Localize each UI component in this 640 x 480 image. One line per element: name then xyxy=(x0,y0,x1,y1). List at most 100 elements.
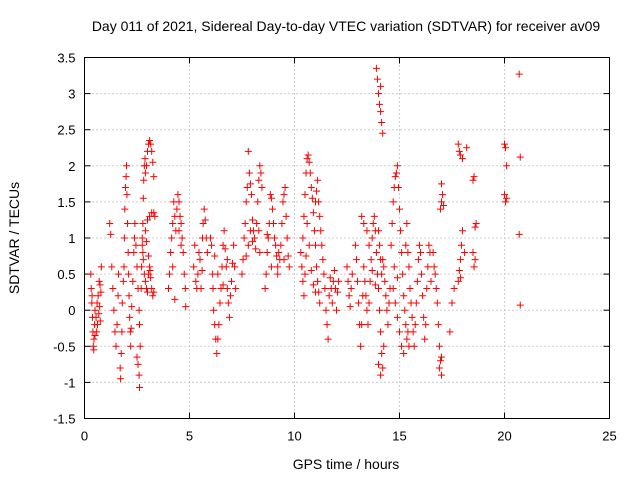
data-point xyxy=(140,176,148,184)
data-point xyxy=(432,285,440,293)
data-point xyxy=(211,252,219,260)
data-point xyxy=(277,241,285,249)
data-point xyxy=(146,137,154,145)
data-point xyxy=(302,252,310,260)
data-point xyxy=(214,270,222,278)
data-point xyxy=(323,321,331,329)
data-point xyxy=(378,270,386,278)
data-point xyxy=(380,263,388,271)
data-point xyxy=(136,342,144,350)
data-point xyxy=(88,292,96,300)
data-point xyxy=(178,234,186,242)
data-point xyxy=(219,241,227,249)
data-point xyxy=(305,241,313,249)
x-axis-label: GPS time / hours xyxy=(293,456,400,472)
data-point xyxy=(503,194,511,202)
x-tick-label: 5 xyxy=(186,429,193,444)
data-point xyxy=(424,263,432,271)
data-point xyxy=(111,328,119,336)
data-point xyxy=(408,313,416,321)
data-point xyxy=(516,301,524,309)
data-point xyxy=(141,169,149,177)
data-point xyxy=(384,321,392,329)
data-point xyxy=(469,248,477,256)
data-point xyxy=(92,313,100,321)
data-point xyxy=(381,277,389,285)
data-point xyxy=(169,263,177,271)
data-point xyxy=(245,169,253,177)
data-point xyxy=(199,220,207,228)
data-point xyxy=(91,306,99,314)
data-point xyxy=(266,191,274,199)
data-point xyxy=(412,299,420,307)
data-point xyxy=(358,212,366,220)
data-point xyxy=(425,241,433,249)
data-point xyxy=(145,252,153,260)
data-point xyxy=(135,306,143,314)
data-point xyxy=(175,227,183,235)
data-point xyxy=(251,234,259,242)
data-point xyxy=(446,328,454,336)
data-point xyxy=(422,321,430,329)
data-point xyxy=(197,285,205,293)
data-point xyxy=(254,198,262,206)
data-point xyxy=(268,205,276,213)
data-point xyxy=(309,209,317,217)
data-point xyxy=(403,335,411,343)
data-point xyxy=(312,241,319,249)
data-point xyxy=(352,256,360,264)
data-point xyxy=(354,277,361,285)
data-point xyxy=(115,270,123,278)
data-point xyxy=(297,248,305,256)
data-point xyxy=(406,285,414,293)
data-point xyxy=(435,342,443,350)
data-point xyxy=(135,371,143,379)
data-point xyxy=(298,263,306,271)
data-point xyxy=(461,248,469,256)
data-point xyxy=(376,241,384,249)
x-tick-label: 25 xyxy=(602,429,616,444)
data-point xyxy=(389,198,397,206)
data-point xyxy=(125,292,133,300)
data-point xyxy=(255,227,263,235)
data-point xyxy=(130,234,138,242)
data-point xyxy=(95,310,103,318)
data-point xyxy=(243,183,251,191)
data-point xyxy=(367,256,375,264)
data-point xyxy=(326,274,334,282)
data-point xyxy=(393,162,401,170)
data-point xyxy=(368,234,376,242)
data-point xyxy=(471,256,479,264)
data-point xyxy=(220,227,228,235)
data-point xyxy=(454,277,462,285)
data-point xyxy=(300,292,308,300)
data-point xyxy=(246,180,254,188)
data-point xyxy=(127,342,135,350)
data-point xyxy=(501,140,508,148)
data-point xyxy=(301,191,309,199)
data-point xyxy=(174,191,182,199)
data-point xyxy=(253,220,261,228)
data-point xyxy=(142,162,150,170)
data-point xyxy=(372,64,380,72)
data-point xyxy=(201,216,209,224)
y-tick-label: 1 xyxy=(68,231,75,246)
grid xyxy=(84,57,610,419)
data-point xyxy=(109,285,117,293)
data-point xyxy=(229,259,237,267)
data-point xyxy=(409,328,417,336)
data-point xyxy=(456,274,464,282)
data-point xyxy=(393,274,401,282)
data-point xyxy=(320,270,328,278)
y-axis-label: SDTVAR / TECUs xyxy=(6,182,22,294)
data-point xyxy=(194,270,202,278)
data-point xyxy=(144,216,151,224)
x-tick-label: 15 xyxy=(392,429,406,444)
data-point xyxy=(94,321,102,329)
data-point xyxy=(377,108,385,116)
data-point xyxy=(223,256,231,264)
data-point xyxy=(87,285,95,293)
data-point xyxy=(385,299,393,307)
data-point xyxy=(256,248,264,256)
data-point xyxy=(438,180,445,188)
